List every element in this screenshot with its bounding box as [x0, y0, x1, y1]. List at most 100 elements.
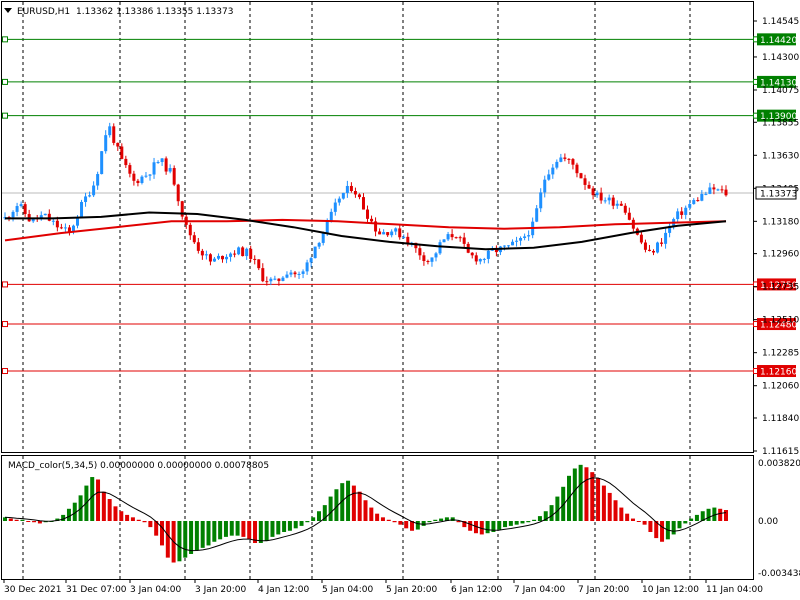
- candle-body: [684, 207, 688, 215]
- candle-body: [160, 158, 164, 163]
- horizontal-levels[interactable]: 1.14420 1.14130 1.13900 1.12750 1.12480 1.121…: [2, 33, 797, 378]
- candle-body: [200, 250, 204, 256]
- macd-bar: [8, 518, 13, 521]
- candle-body: [567, 158, 571, 160]
- price-label: 1.14545: [762, 17, 799, 27]
- macd-bar: [253, 521, 258, 543]
- candle-body: [366, 209, 370, 219]
- candle-body: [108, 126, 112, 136]
- candle-body: [615, 203, 619, 206]
- macd-bar: [305, 521, 310, 523]
- candle-body: [19, 204, 23, 207]
- collapse-triangle-icon[interactable]: [4, 8, 12, 13]
- macd-bar: [415, 521, 420, 530]
- macd-bar: [450, 517, 455, 521]
- candle-body: [172, 168, 176, 185]
- macd-bar: [724, 510, 728, 521]
- candle-body: [100, 151, 104, 175]
- candle-body: [494, 249, 498, 253]
- candle-body: [438, 242, 442, 254]
- candle-body: [527, 235, 531, 237]
- candle-body: [39, 215, 43, 219]
- macd-bar: [427, 521, 432, 523]
- candle-body: [660, 242, 664, 244]
- macd-bar: [357, 491, 362, 521]
- level-anchor-handle: [2, 281, 8, 288]
- macd-bar: [619, 507, 624, 521]
- macd-bar: [410, 521, 415, 531]
- macd-bar: [537, 516, 542, 521]
- macd-bar: [630, 518, 635, 521]
- candle-body: [474, 255, 478, 262]
- level-price-tag: [757, 75, 796, 88]
- level-price-tag: [757, 318, 796, 331]
- macd-bar: [578, 464, 583, 521]
- candle-body: [390, 231, 394, 236]
- candle-body: [245, 248, 249, 257]
- candle-body: [374, 221, 378, 232]
- macd-bar: [718, 508, 723, 521]
- macd-bar: [596, 478, 601, 521]
- macd-bar: [340, 483, 345, 521]
- candle-body: [547, 174, 551, 180]
- macd-bar: [328, 496, 333, 521]
- macd-bar: [601, 485, 606, 521]
- candle-body: [595, 192, 599, 196]
- macd-bar: [561, 486, 566, 521]
- candle-body: [293, 272, 297, 275]
- candle-body: [67, 227, 71, 232]
- macd-bar: [491, 521, 496, 532]
- candle-body: [462, 237, 466, 244]
- candle-body: [237, 247, 241, 255]
- candle-body: [47, 213, 51, 221]
- candle-body: [180, 201, 184, 217]
- price-label: 1.13855: [762, 118, 799, 128]
- candle-body: [15, 206, 19, 212]
- level-price-tag: [757, 109, 796, 122]
- time-label: 7 Jan 04:00: [514, 585, 566, 595]
- symbol-timeframe: EURUSD,H1: [17, 7, 70, 17]
- candle-body: [696, 200, 700, 202]
- candle-body: [23, 204, 27, 215]
- macd-bar: [613, 500, 618, 521]
- macd-bar: [72, 502, 77, 521]
- macd-bar: [200, 521, 205, 548]
- candle-body: [277, 278, 281, 281]
- macd-bar: [194, 521, 199, 551]
- macd-bar: [218, 521, 223, 540]
- candle-body: [543, 179, 547, 193]
- macd-scale-label: 0.0038205: [758, 459, 800, 469]
- macd-bar: [177, 521, 182, 562]
- candle-body: [511, 241, 515, 246]
- candle-body: [273, 278, 277, 280]
- price-label: 1.13180: [762, 217, 799, 227]
- candle-body: [92, 185, 96, 196]
- candle-body: [96, 174, 100, 186]
- macd-bar: [473, 521, 478, 534]
- candle-body: [607, 197, 611, 201]
- macd-bar: [322, 505, 327, 521]
- macd-bar: [241, 521, 246, 537]
- macd-bar: [212, 521, 217, 542]
- candle-body: [136, 180, 140, 184]
- macd-bar: [456, 521, 461, 523]
- level-price-label: 1.12750: [760, 281, 797, 291]
- candle-body: [414, 242, 418, 249]
- macd-bar: [485, 521, 490, 534]
- candle-body: [128, 165, 132, 174]
- price-label: 1.13630: [762, 151, 799, 161]
- candle-body: [196, 242, 200, 251]
- macd-bar: [154, 521, 159, 536]
- candle-body: [313, 246, 317, 259]
- macd-bar: [316, 511, 321, 521]
- macd-bar: [66, 508, 71, 521]
- candle-body: [212, 258, 216, 262]
- macd-bar: [479, 521, 484, 535]
- macd-bar: [26, 521, 31, 522]
- candle-body: [88, 195, 92, 197]
- candle-body: [152, 162, 156, 175]
- macd-bar: [439, 518, 444, 521]
- candle-body: [724, 189, 728, 196]
